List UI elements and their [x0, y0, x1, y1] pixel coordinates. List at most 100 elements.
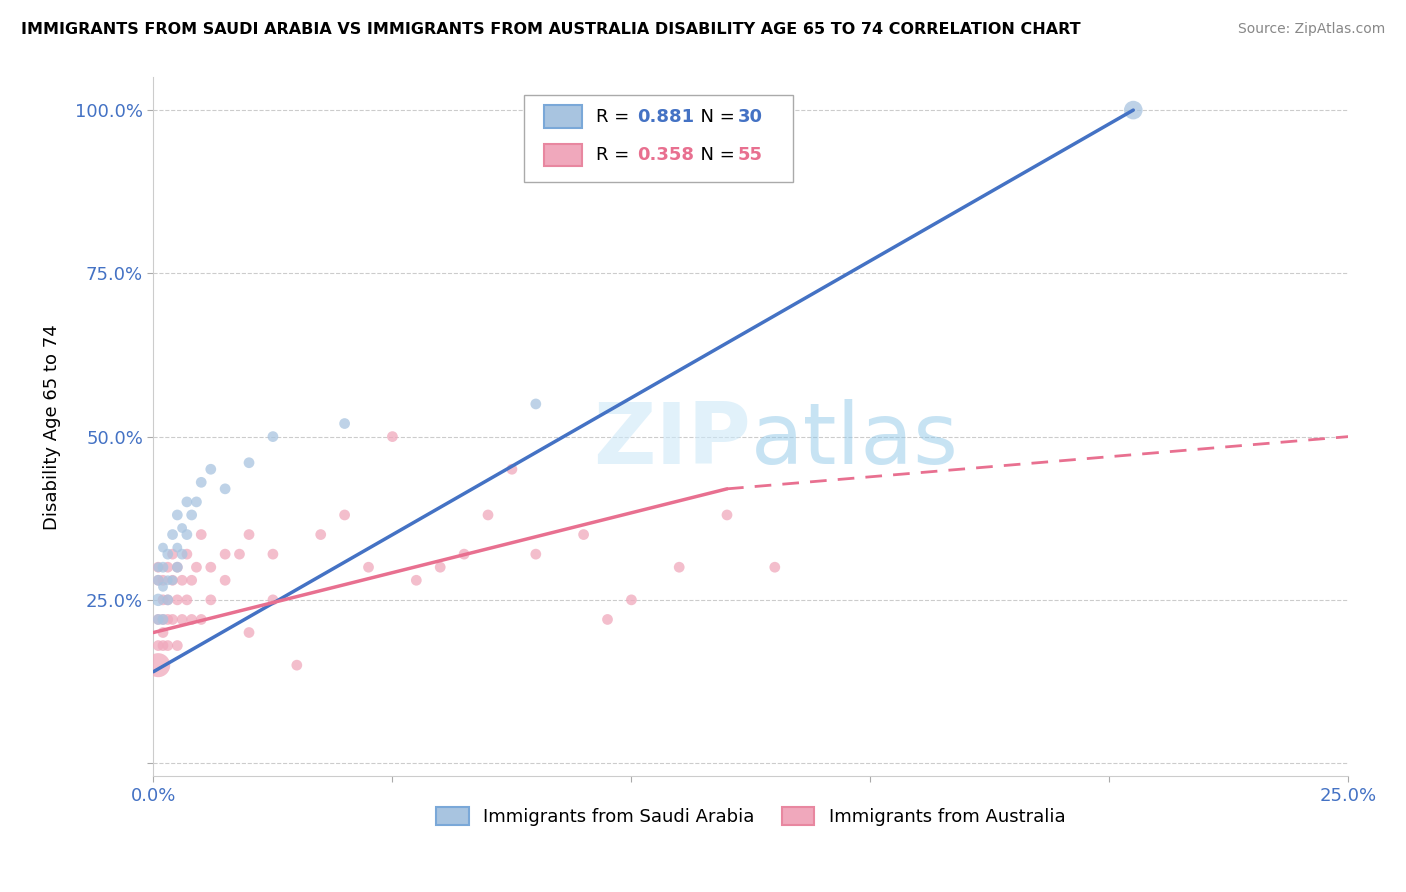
Point: [148, 592, 170, 607]
Point: [200, 462, 222, 476]
Point: [333, 417, 356, 431]
Point: [524, 397, 547, 411]
Point: [228, 547, 250, 561]
Legend: Immigrants from Saudi Arabia, Immigrants from Australia: Immigrants from Saudi Arabia, Immigrants…: [429, 800, 1073, 833]
Point: [716, 508, 738, 522]
FancyBboxPatch shape: [524, 95, 793, 182]
Point: [186, 560, 208, 574]
Point: [156, 592, 179, 607]
Point: [166, 592, 188, 607]
Point: [166, 560, 188, 574]
Point: [214, 482, 236, 496]
Point: [152, 639, 174, 653]
Point: [148, 574, 170, 588]
Point: [172, 612, 194, 626]
Point: [148, 639, 170, 653]
Point: [180, 574, 202, 588]
Point: [152, 560, 174, 574]
Point: [1122, 103, 1144, 117]
Point: [620, 592, 643, 607]
Text: atlas: atlas: [751, 400, 959, 483]
Point: [214, 574, 236, 588]
Point: [453, 547, 475, 561]
Point: [156, 612, 179, 626]
Text: ZIP: ZIP: [593, 400, 751, 483]
Point: [238, 456, 260, 470]
Point: [152, 580, 174, 594]
Point: [162, 574, 184, 588]
Point: [238, 527, 260, 541]
Text: Source: ZipAtlas.com: Source: ZipAtlas.com: [1237, 22, 1385, 37]
Text: IMMIGRANTS FROM SAUDI ARABIA VS IMMIGRANTS FROM AUSTRALIA DISABILITY AGE 65 TO 7: IMMIGRANTS FROM SAUDI ARABIA VS IMMIGRAN…: [21, 22, 1081, 37]
Bar: [544, 105, 582, 128]
Y-axis label: Disability Age 65 to 74: Disability Age 65 to 74: [44, 324, 60, 530]
Point: [190, 475, 212, 490]
Text: N =: N =: [689, 108, 741, 126]
Point: [477, 508, 499, 522]
Point: [763, 560, 786, 574]
Point: [285, 658, 308, 673]
Point: [405, 574, 427, 588]
Point: [596, 612, 619, 626]
Text: 30: 30: [738, 108, 763, 126]
Point: [162, 574, 184, 588]
Point: [162, 527, 184, 541]
Point: [309, 527, 332, 541]
Text: R =: R =: [596, 146, 634, 164]
Text: 55: 55: [738, 146, 763, 164]
Point: [152, 612, 174, 626]
Point: [166, 541, 188, 555]
Point: [152, 574, 174, 588]
Point: [148, 612, 170, 626]
Point: [172, 574, 194, 588]
Point: [148, 560, 170, 574]
Point: [200, 560, 222, 574]
Point: [166, 560, 188, 574]
Point: [172, 547, 194, 561]
Point: [429, 560, 451, 574]
Point: [148, 612, 170, 626]
Text: 0.358: 0.358: [637, 146, 695, 164]
Point: [333, 508, 356, 522]
Point: [156, 574, 179, 588]
Point: [156, 592, 179, 607]
Point: [152, 612, 174, 626]
Text: R =: R =: [596, 108, 634, 126]
Point: [200, 592, 222, 607]
Point: [176, 527, 198, 541]
Point: [176, 495, 198, 509]
Point: [180, 612, 202, 626]
Bar: [544, 144, 582, 166]
Point: [357, 560, 380, 574]
Point: [176, 592, 198, 607]
Point: [156, 639, 179, 653]
Point: [524, 547, 547, 561]
Text: 0.881: 0.881: [637, 108, 695, 126]
Point: [180, 508, 202, 522]
Point: [186, 495, 208, 509]
Point: [262, 592, 284, 607]
Point: [166, 508, 188, 522]
Point: [152, 625, 174, 640]
Point: [148, 574, 170, 588]
Point: [668, 560, 690, 574]
Point: [190, 527, 212, 541]
Point: [148, 560, 170, 574]
Point: [176, 547, 198, 561]
Point: [190, 612, 212, 626]
Point: [572, 527, 595, 541]
Point: [501, 462, 523, 476]
Point: [381, 429, 404, 443]
Point: [166, 639, 188, 653]
Point: [262, 547, 284, 561]
Point: [152, 541, 174, 555]
Point: [156, 547, 179, 561]
Point: [238, 625, 260, 640]
Point: [262, 429, 284, 443]
Point: [152, 592, 174, 607]
Point: [156, 560, 179, 574]
Point: [172, 521, 194, 535]
Point: [214, 547, 236, 561]
Point: [162, 547, 184, 561]
Text: N =: N =: [689, 146, 741, 164]
